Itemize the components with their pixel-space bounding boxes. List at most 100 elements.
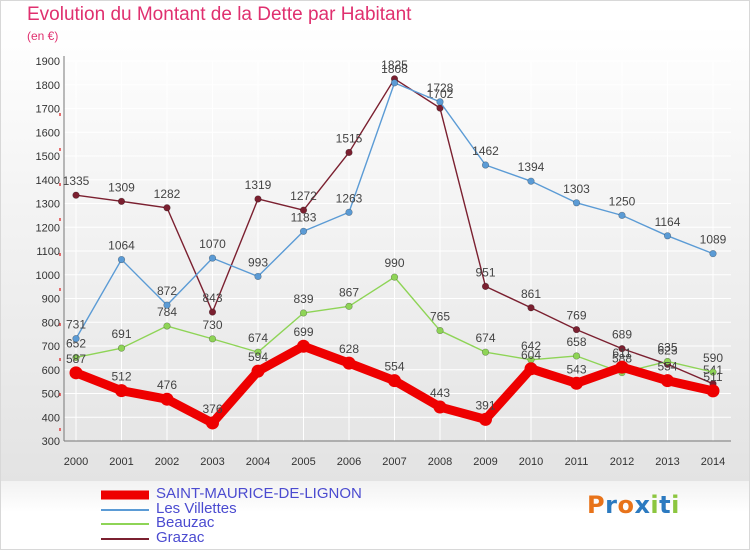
data-point-grazac	[163, 204, 171, 212]
data-label-saint-maurice-de-lignon: 699	[293, 325, 313, 339]
data-label-beauzac: 590	[703, 351, 723, 365]
data-label-les-villettes: 1394	[518, 160, 545, 174]
x-tick-label: 2014	[701, 456, 725, 468]
data-label-beauzac: 730	[202, 318, 222, 332]
data-point-saint-maurice-de-lignon	[479, 412, 492, 426]
y-tick-label: 1800	[36, 80, 60, 92]
x-tick-label: 2006	[337, 456, 361, 468]
data-point-saint-maurice-de-lignon	[115, 384, 128, 398]
x-tick-label: 2000	[64, 456, 88, 468]
data-label-les-villettes: 993	[248, 255, 268, 269]
data-label-beauzac: 691	[111, 327, 131, 341]
legend-label-grazac: Grazac	[156, 529, 205, 546]
x-tick-label: 2004	[246, 456, 270, 468]
data-point-les-villettes	[345, 208, 353, 216]
data-point-beauzac	[208, 335, 217, 343]
data-label-saint-maurice-de-lignon: 587	[66, 352, 86, 366]
data-point-les-villettes	[117, 255, 126, 264]
data-label-les-villettes: 1263	[336, 191, 363, 205]
chart-background	[1, 1, 749, 481]
data-label-grazac: 769	[566, 309, 586, 323]
chart-title: Evolution du Montant de la Dette par Hab…	[27, 4, 412, 25]
data-label-grazac: 1319	[245, 178, 272, 192]
data-point-saint-maurice-de-lignon	[388, 374, 401, 388]
data-label-les-villettes: 1303	[563, 182, 590, 196]
data-label-saint-maurice-de-lignon: 376	[202, 402, 222, 416]
y-tick-label: 1400	[36, 175, 60, 187]
data-label-les-villettes: 1808	[381, 62, 408, 76]
data-point-saint-maurice-de-lignon	[570, 376, 583, 390]
data-label-beauzac: 784	[157, 305, 177, 319]
data-label-saint-maurice-de-lignon: 594	[248, 350, 268, 364]
y-tick-label: 600	[42, 365, 60, 377]
data-point-beauzac	[436, 326, 444, 335]
data-point-beauzac	[163, 322, 171, 330]
data-label-beauzac: 674	[475, 331, 495, 345]
x-tick-label: 2012	[610, 456, 634, 468]
data-label-saint-maurice-de-lignon: 554	[657, 360, 677, 374]
logo-letter: P	[587, 491, 606, 519]
data-point-les-villettes	[527, 177, 535, 185]
data-label-beauzac: 867	[339, 285, 359, 299]
data-point-saint-maurice-de-lignon	[706, 384, 720, 398]
data-label-beauzac: 765	[430, 310, 450, 324]
data-point-grazac	[299, 206, 308, 214]
data-label-beauzac: 839	[293, 292, 313, 306]
data-label-beauzac: 652	[66, 336, 86, 350]
x-tick-label: 2003	[200, 456, 224, 468]
data-point-les-villettes	[72, 335, 80, 343]
data-label-saint-maurice-de-lignon: 611	[612, 346, 631, 360]
data-label-les-villettes: 872	[157, 284, 177, 298]
data-label-les-villettes: 1164	[655, 215, 681, 229]
data-point-beauzac	[72, 353, 80, 362]
logo-letter: i	[650, 491, 660, 519]
data-label-grazac: 1515	[336, 131, 363, 145]
data-point-saint-maurice-de-lignon	[661, 374, 674, 388]
data-point-les-villettes	[163, 301, 171, 309]
data-point-les-villettes	[436, 98, 444, 106]
data-label-saint-maurice-de-lignon: 443	[430, 386, 450, 400]
legend-label-beauzac: Beauzac	[156, 514, 215, 531]
data-label-les-villettes: 1070	[199, 237, 226, 251]
proxiti-logo: Proxiti	[587, 491, 680, 519]
data-point-grazac	[527, 304, 535, 312]
y-tick-label: 900	[42, 294, 60, 306]
data-label-saint-maurice-de-lignon: 628	[339, 342, 359, 356]
data-point-les-villettes	[709, 250, 717, 258]
data-point-les-villettes	[254, 272, 262, 281]
data-point-saint-maurice-de-lignon	[251, 364, 265, 378]
data-point-les-villettes	[663, 232, 672, 240]
data-label-les-villettes: 1064	[108, 239, 135, 253]
data-point-beauzac	[299, 309, 308, 317]
y-tick-label: 1700	[36, 104, 60, 116]
logo-letter: x	[634, 491, 651, 519]
data-label-saint-maurice-de-lignon: 391	[475, 398, 495, 412]
x-tick-label: 2013	[655, 456, 679, 468]
logo-letter: t	[659, 491, 672, 519]
data-label-saint-maurice-de-lignon: 511	[703, 370, 722, 384]
data-point-grazac	[254, 195, 262, 203]
line-chart: 300 400 500 600 700 800 900 1000 1100 1200 1300 140…	[36, 56, 731, 468]
data-label-les-villettes: 1250	[609, 194, 636, 208]
x-tick-label: 2001	[109, 456, 133, 468]
data-label-saint-maurice-de-lignon: 476	[157, 378, 177, 392]
data-label-grazac: 1282	[154, 187, 181, 201]
y-tick-label: 1100	[36, 246, 60, 258]
y-tick-label: 800	[42, 317, 60, 329]
data-label-les-villettes: 731	[66, 318, 86, 332]
data-point-grazac	[572, 326, 581, 334]
x-tick-label: 2008	[428, 456, 452, 468]
legend-label-saint-maurice: SAINT-MAURICE-DE-LIGNON	[156, 485, 362, 502]
legend-swatch-grazac	[101, 538, 149, 540]
data-label-grazac: 1309	[108, 180, 135, 194]
data-point-les-villettes	[299, 227, 308, 235]
data-point-saint-maurice-de-lignon	[206, 416, 219, 430]
data-label-grazac: 861	[521, 287, 541, 301]
data-label-grazac: 1825	[381, 58, 408, 72]
data-label-grazac: 843	[202, 291, 222, 305]
data-label-saint-maurice-de-lignon: 512	[111, 370, 131, 384]
data-point-beauzac	[117, 344, 126, 352]
data-point-beauzac	[572, 352, 581, 360]
y-tick-label: 1600	[36, 127, 60, 139]
y-tick-label: 1500	[36, 151, 60, 163]
